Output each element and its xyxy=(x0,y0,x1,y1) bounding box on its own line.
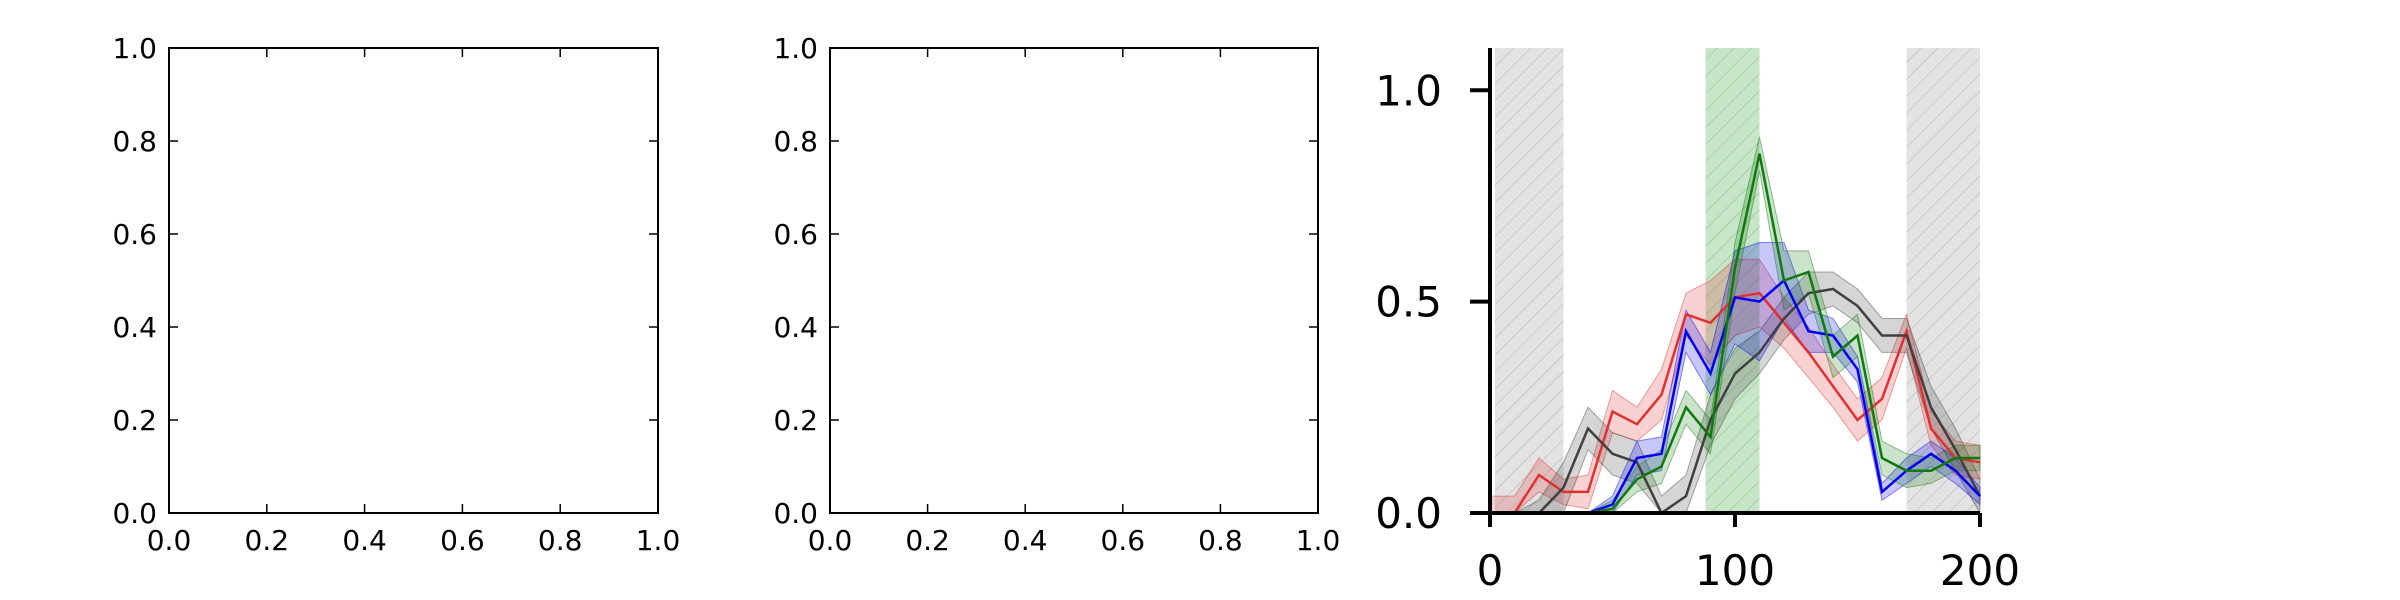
axes-frame xyxy=(168,47,659,514)
empty-axes-left: 0.0 0.2 0.4 0.6 0.8 1.0 0.0 0.2 0.4 0.6 0.8 1.0 xyxy=(112,32,680,557)
empty-axes-middle: 0.0 0.2 0.4 0.6 0.8 1.0 0.0 0.2 0.4 0.6 0.8 1.0 xyxy=(773,32,1340,557)
y-axis-ticks: 0.0 0.2 0.4 0.6 0.8 1.0 xyxy=(773,32,1318,530)
y-tick-label: 0.6 xyxy=(773,218,818,251)
x-tick-label: 100 xyxy=(1695,546,1775,595)
x-tick-label: 0 xyxy=(1477,546,1504,595)
x-tick-label: 0.2 xyxy=(905,524,950,557)
y-axis-ticks: 0.0 0.5 1.0 xyxy=(1375,66,1490,538)
y-tick-label: 0.8 xyxy=(112,125,157,158)
x-tick-label: 0.6 xyxy=(440,524,485,557)
y-tick-label: 0.2 xyxy=(773,404,818,437)
series-band xyxy=(1489,258,1981,514)
shaded-region-hatch xyxy=(1494,48,1564,513)
x-tick-label: 0.0 xyxy=(808,524,853,557)
x-tick-label: 0.4 xyxy=(1003,524,1048,557)
x-tick-label: 200 xyxy=(1940,546,2020,595)
y-tick-label: 0.8 xyxy=(773,125,818,158)
x-tick-label: 1.0 xyxy=(1296,524,1341,557)
shaded-regions xyxy=(1494,48,1980,513)
y-axis-ticks: 0.0 0.2 0.4 0.6 0.8 1.0 xyxy=(112,32,658,530)
y-tick-label: 1.0 xyxy=(112,32,157,65)
x-tick-label: 0.0 xyxy=(147,524,192,557)
x-tick-label: 0.6 xyxy=(1101,524,1146,557)
axes-frame xyxy=(829,47,1319,514)
x-axis-ticks: 0 100 200 xyxy=(1477,513,2020,595)
y-tick-label: 0.0 xyxy=(773,497,818,530)
y-tick-label: 0.4 xyxy=(112,311,157,344)
x-axis-ticks: 0.0 0.2 0.4 0.6 0.8 1.0 xyxy=(147,48,681,557)
x-tick-label: 0.8 xyxy=(1198,524,1243,557)
series-line xyxy=(1490,287,1982,515)
y-tick-label: 0.6 xyxy=(112,218,157,251)
y-tick-label: 1.0 xyxy=(773,32,818,65)
line-chart-with-bands: 0 100 200 0.0 0.5 1.0 xyxy=(1375,48,2020,595)
x-axis-ticks: 0.0 0.2 0.4 0.6 0.8 1.0 xyxy=(808,48,1341,557)
y-tick-label: 1.0 xyxy=(1375,66,1442,115)
y-tick-label: 0.4 xyxy=(773,311,818,344)
y-tick-label: 0.5 xyxy=(1375,278,1442,327)
x-tick-label: 1.0 xyxy=(636,524,681,557)
x-tick-label: 0.4 xyxy=(342,524,387,557)
y-tick-label: 0.0 xyxy=(1375,489,1442,538)
shaded-region-hatch xyxy=(1906,48,1980,513)
x-tick-label: 0.2 xyxy=(245,524,290,557)
y-tick-label: 0.2 xyxy=(112,404,157,437)
y-tick-label: 0.0 xyxy=(112,497,157,530)
x-tick-label: 0.8 xyxy=(538,524,583,557)
